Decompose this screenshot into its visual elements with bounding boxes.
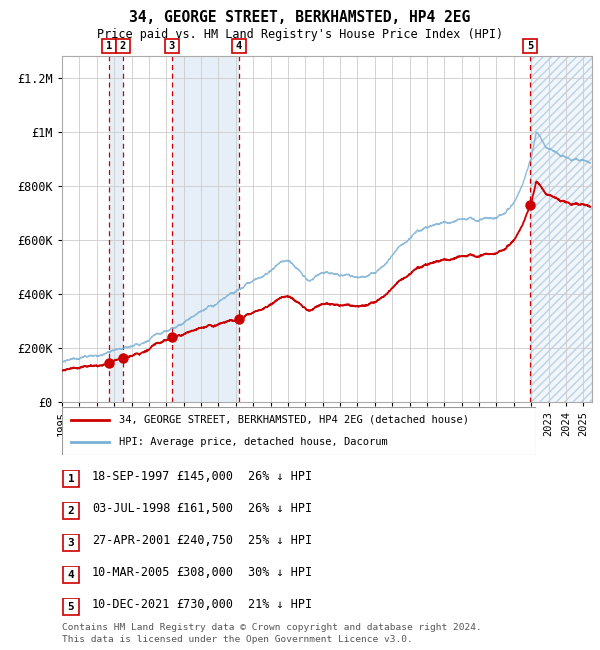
Text: 5: 5 [68, 601, 74, 612]
Text: 3: 3 [169, 41, 175, 51]
Text: 5: 5 [527, 41, 533, 51]
Text: 34, GEORGE STREET, BERKHAMSTED, HP4 2EG: 34, GEORGE STREET, BERKHAMSTED, HP4 2EG [130, 10, 470, 25]
Text: £730,000: £730,000 [176, 599, 233, 612]
Text: 10-MAR-2005: 10-MAR-2005 [92, 567, 170, 580]
Text: 4: 4 [68, 569, 74, 580]
Text: HPI: Average price, detached house, Dacorum: HPI: Average price, detached house, Daco… [119, 437, 388, 447]
FancyBboxPatch shape [63, 534, 79, 551]
Text: 2: 2 [119, 41, 126, 51]
Text: 30% ↓ HPI: 30% ↓ HPI [248, 567, 312, 580]
Text: 25% ↓ HPI: 25% ↓ HPI [248, 534, 312, 547]
Text: 26% ↓ HPI: 26% ↓ HPI [248, 502, 312, 515]
Bar [530, 56, 592, 402]
Text: £308,000: £308,000 [176, 567, 233, 580]
FancyBboxPatch shape [63, 471, 79, 487]
Bar [530, 56, 592, 402]
Text: £161,500: £161,500 [176, 502, 233, 515]
Text: Contains HM Land Registry data © Crown copyright and database right 2024.: Contains HM Land Registry data © Crown c… [62, 623, 482, 632]
Text: 1: 1 [68, 474, 74, 484]
Text: 2: 2 [68, 506, 74, 515]
Text: 34, GEORGE STREET, BERKHAMSTED, HP4 2EG (detached house): 34, GEORGE STREET, BERKHAMSTED, HP4 2EG … [119, 415, 469, 425]
FancyBboxPatch shape [523, 39, 538, 53]
FancyBboxPatch shape [62, 407, 536, 455]
FancyBboxPatch shape [232, 39, 246, 53]
FancyBboxPatch shape [102, 39, 116, 53]
Text: Price paid vs. HM Land Registry's House Price Index (HPI): Price paid vs. HM Land Registry's House … [97, 28, 503, 41]
FancyBboxPatch shape [63, 599, 79, 615]
FancyBboxPatch shape [63, 566, 79, 582]
Text: 4: 4 [236, 41, 242, 51]
Text: 26% ↓ HPI: 26% ↓ HPI [248, 471, 312, 484]
Text: 03-JUL-1998: 03-JUL-1998 [92, 502, 170, 515]
Text: 18-SEP-1997: 18-SEP-1997 [92, 471, 170, 484]
Text: 1: 1 [106, 41, 112, 51]
FancyBboxPatch shape [116, 39, 130, 53]
Text: This data is licensed under the Open Government Licence v3.0.: This data is licensed under the Open Gov… [62, 635, 413, 644]
Text: 21% ↓ HPI: 21% ↓ HPI [248, 599, 312, 612]
Text: £240,750: £240,750 [176, 534, 233, 547]
Text: £145,000: £145,000 [176, 471, 233, 484]
FancyBboxPatch shape [164, 39, 179, 53]
Text: 10-DEC-2021: 10-DEC-2021 [92, 599, 170, 612]
Text: 3: 3 [68, 538, 74, 547]
FancyBboxPatch shape [63, 502, 79, 519]
Bar [172, 56, 239, 402]
Text: 27-APR-2001: 27-APR-2001 [92, 534, 170, 547]
Bar [109, 56, 123, 402]
